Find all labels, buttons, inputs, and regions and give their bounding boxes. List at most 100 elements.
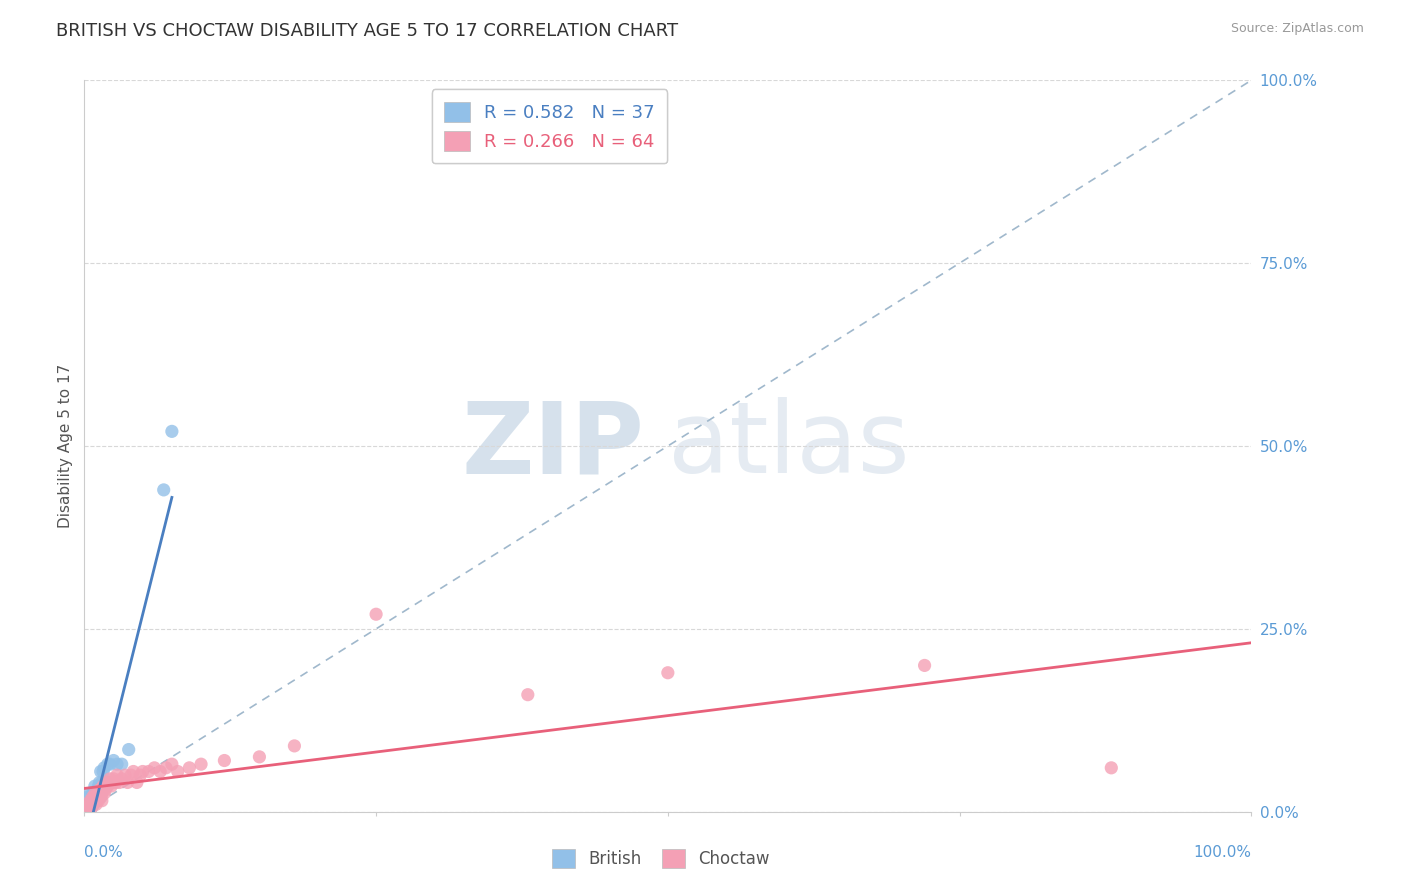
Point: [129, 768, 152, 782]
Point: [94, 775, 117, 789]
Point: [97, 757, 120, 772]
Point: [80, 794, 103, 808]
Point: [93, 787, 115, 801]
Point: [90, 787, 112, 801]
Legend: R = 0.582   N = 37, R = 0.266   N = 64: R = 0.582 N = 37, R = 0.266 N = 64: [432, 89, 668, 163]
Point: [143, 761, 166, 775]
Point: [516, 688, 538, 702]
Point: [83, 790, 105, 805]
Point: [132, 764, 155, 779]
Point: [83, 794, 105, 808]
Point: [87, 787, 110, 801]
Point: [104, 775, 127, 789]
Point: [90, 782, 112, 797]
Point: [83, 779, 105, 793]
Text: atlas: atlas: [668, 398, 910, 494]
Point: [86, 787, 108, 801]
Point: [87, 779, 110, 793]
Point: [149, 764, 172, 779]
Text: ZIP: ZIP: [461, 398, 644, 494]
Point: [100, 779, 122, 793]
Point: [86, 787, 108, 801]
Point: [114, 768, 136, 782]
Point: [125, 775, 148, 789]
Text: BRITISH VS CHOCTAW DISABILITY AGE 5 TO 17 CORRELATION CHART: BRITISH VS CHOCTAW DISABILITY AGE 5 TO 1…: [56, 22, 678, 40]
Point: [90, 790, 112, 805]
Y-axis label: Disability Age 5 to 17: Disability Age 5 to 17: [58, 364, 73, 528]
Point: [190, 757, 212, 772]
Point: [98, 772, 121, 786]
Point: [89, 775, 111, 789]
Point: [152, 483, 174, 497]
Point: [155, 761, 177, 775]
Point: [1099, 761, 1122, 775]
Point: [90, 790, 112, 805]
Point: [90, 764, 112, 779]
Point: [80, 801, 103, 815]
Point: [76, 797, 98, 812]
Point: [160, 425, 183, 439]
Point: [93, 761, 115, 775]
Point: [105, 757, 128, 772]
Point: [96, 775, 118, 789]
Point: [166, 764, 188, 779]
Point: [82, 787, 104, 801]
Point: [96, 779, 118, 793]
Point: [80, 794, 103, 808]
Point: [138, 764, 160, 779]
Point: [86, 790, 108, 805]
Point: [103, 754, 125, 768]
Point: [117, 775, 139, 789]
Point: [90, 775, 112, 789]
Point: [87, 790, 110, 805]
Point: [89, 782, 111, 797]
Point: [90, 782, 112, 797]
Point: [91, 782, 114, 797]
Point: [83, 787, 105, 801]
Point: [77, 797, 100, 812]
Point: [105, 768, 128, 782]
Point: [657, 665, 679, 680]
Point: [83, 787, 105, 801]
Point: [179, 761, 201, 775]
Point: [160, 757, 183, 772]
Point: [103, 772, 125, 786]
Point: [83, 794, 105, 808]
Point: [108, 775, 131, 789]
Point: [111, 772, 134, 786]
Point: [76, 790, 98, 805]
Point: [97, 779, 120, 793]
Point: [366, 607, 388, 622]
Point: [91, 779, 114, 793]
Text: 0.0%: 0.0%: [84, 845, 124, 860]
Point: [83, 797, 105, 812]
Point: [84, 797, 107, 812]
Point: [283, 739, 305, 753]
Point: [84, 790, 107, 805]
Point: [914, 658, 936, 673]
Point: [79, 787, 101, 801]
Point: [83, 794, 105, 808]
Point: [82, 797, 104, 812]
Point: [111, 757, 134, 772]
Text: Source: ZipAtlas.com: Source: ZipAtlas.com: [1230, 22, 1364, 36]
Legend: British, Choctaw: British, Choctaw: [546, 843, 776, 875]
Point: [98, 757, 121, 772]
Point: [101, 775, 124, 789]
Point: [94, 782, 117, 797]
Point: [87, 794, 110, 808]
Point: [118, 742, 141, 756]
Point: [84, 790, 107, 805]
Point: [79, 797, 101, 812]
Point: [91, 764, 114, 779]
Point: [90, 794, 112, 808]
Point: [87, 782, 110, 797]
Point: [84, 794, 107, 808]
Point: [83, 796, 105, 810]
Point: [80, 801, 103, 815]
Point: [96, 775, 118, 789]
Point: [91, 779, 114, 793]
Point: [89, 787, 111, 801]
Point: [89, 787, 111, 801]
Point: [247, 749, 270, 764]
